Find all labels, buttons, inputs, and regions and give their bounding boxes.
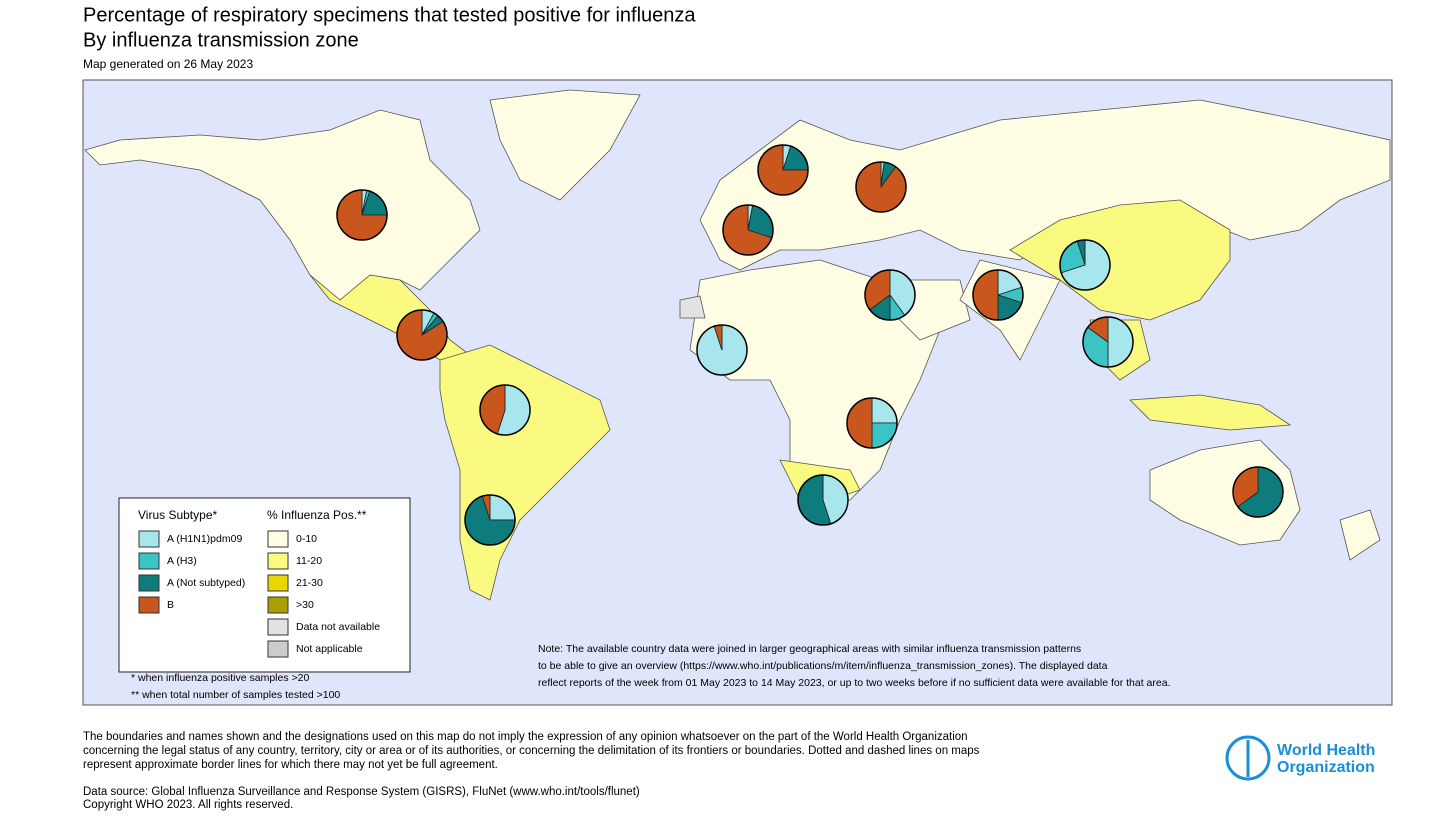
- footnote: ** when total number of samples tested >…: [131, 689, 340, 701]
- pie-outline: [864, 269, 916, 321]
- disclaimer: The boundaries and names shown and the d…: [83, 731, 968, 743]
- legend-title: Virus Subtype*: [138, 508, 217, 522]
- note: to be able to give an overview (https://…: [538, 660, 1108, 672]
- legend-label: A (H1N1)pdm09: [167, 533, 242, 545]
- who-logo: World Health Organization: [1225, 735, 1375, 781]
- pie-outline: [336, 189, 388, 241]
- legend-swatch: [267, 530, 289, 548]
- legend-swatch: [138, 574, 160, 592]
- pie-outline: [1059, 239, 1111, 291]
- pie-outline: [1082, 316, 1134, 368]
- legend-label: B: [167, 599, 174, 611]
- legend-label: A (H3): [167, 555, 197, 567]
- legend-label: A (Not subtyped): [167, 577, 245, 589]
- logo-text: World Health: [1277, 742, 1375, 759]
- legend-label: Not applicable: [296, 643, 363, 655]
- legend-swatch: [138, 596, 160, 614]
- legend-label: 21-30: [296, 577, 323, 589]
- legend-label: 0-10: [296, 533, 317, 545]
- pie-outline: [972, 269, 1024, 321]
- footnote: * when influenza positive samples >20: [131, 672, 309, 684]
- pie-outline: [1232, 466, 1284, 518]
- logo-text: Organization: [1277, 759, 1375, 776]
- pie-outline: [855, 161, 907, 213]
- note: reflect reports of the week from 01 May …: [538, 677, 1171, 689]
- legend-swatch: [138, 530, 160, 548]
- legend-label: Data not available: [296, 621, 380, 633]
- legend-box: [118, 497, 411, 673]
- legend-swatch: [267, 618, 289, 636]
- legend-swatch: [267, 552, 289, 570]
- source: Data source: Global Influenza Surveillan…: [83, 786, 640, 798]
- title: Percentage of respiratory specimens that…: [83, 4, 696, 26]
- legend-swatch: [267, 596, 289, 614]
- disclaimer: concerning the legal status of any count…: [83, 745, 980, 757]
- source: Copyright WHO 2023. All rights reserved.: [83, 799, 293, 811]
- pie-outline: [696, 324, 748, 376]
- pies: [336, 144, 1284, 546]
- pie-outline: [479, 384, 531, 436]
- pie-outline: [797, 474, 849, 526]
- pie-outline: [464, 494, 516, 546]
- pie-outline: [846, 397, 898, 449]
- legend: Virus Subtype* % Influenza Pos.** A (H1N…: [138, 508, 380, 658]
- note: Note: The available country data were jo…: [538, 643, 1081, 655]
- legend-label: >30: [296, 599, 314, 611]
- pie-outline: [722, 204, 774, 256]
- legend-swatch: [267, 640, 289, 658]
- subtitle: By influenza transmission zone: [83, 29, 359, 51]
- legend-swatch: [267, 574, 289, 592]
- pie-outline: [757, 144, 809, 196]
- legend-label: 11-20: [296, 555, 322, 567]
- date: Map generated on 26 May 2023: [83, 57, 253, 71]
- legend-title: % Influenza Pos.**: [267, 508, 367, 522]
- pie-outline: [396, 309, 448, 361]
- disclaimer: represent approximate border lines for w…: [83, 759, 498, 771]
- legend-swatch: [138, 552, 160, 570]
